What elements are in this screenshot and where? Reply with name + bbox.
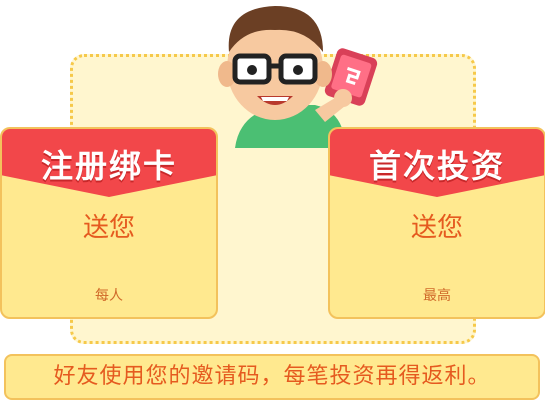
card-note: 最高 [423,288,451,304]
card-ribbon: 注册绑卡 [2,129,216,199]
card-title: 首次投资 [368,147,505,185]
card-bind-card: 注册绑卡 送您 每人 [0,127,218,319]
card-ribbon: 首次投资 [330,129,544,199]
card-give-label: 送您 [82,213,135,243]
mascot-illustration [205,0,385,148]
card-first-invest: 首次投资 送您 最高 [328,127,545,319]
card-give-label: 送您 [410,213,463,243]
card-title: 注册绑卡 [40,147,177,185]
card-note: 每人 [95,288,123,304]
referral-banner: 好友使用您的邀请码，每笔投资再得返利。 [4,354,540,400]
